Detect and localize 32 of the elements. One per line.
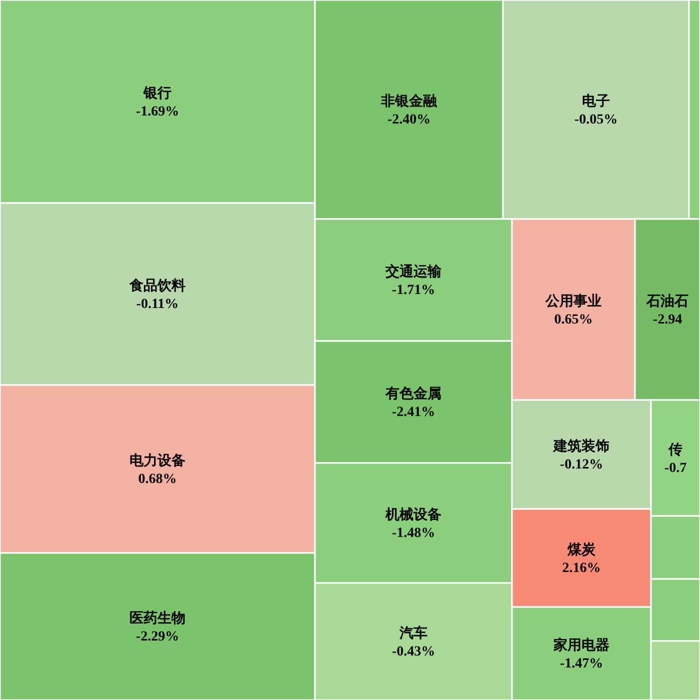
category-label: 交通运输 [384,263,442,280]
data-label: -0.7 [664,461,687,476]
category-label: 银行 [142,86,172,102]
category-label: 食品饮料 [128,278,186,294]
data-label: -1.48% [392,526,436,541]
category-label: 传 [668,442,682,458]
data-label: 0.65% [554,312,593,328]
data-label: -2.94 [652,312,682,328]
data-label: -1.71% [392,283,436,298]
data-label: -1.47% [560,656,604,672]
category-label: 医药生物 [130,610,186,626]
data-label: -0.05% [574,112,618,128]
category-label: 公用事业 [544,294,602,310]
category-label: 电力设备 [130,453,186,469]
data-label: -2.40% [387,112,431,128]
category-label: 电子 [582,94,610,110]
category-label: 非银金融 [380,94,438,110]
data-label: -2.29% [136,630,180,644]
data-label: -0.12% [560,458,604,472]
category-label: 建筑装饰 [552,438,610,454]
data-label: -0.11% [136,297,179,312]
data-label: -2.41% [392,405,436,420]
data-label: -0.43% [392,644,436,660]
category-label: 煤炭 [566,542,596,558]
data-label: -1.69% [136,104,180,120]
category-label: 家用电器 [552,636,610,654]
category-label: 汽车 [398,624,428,642]
category-label: 机械设备 [384,507,442,523]
data-label: 0.68% [138,472,177,487]
category-label: 石油石 [646,294,688,310]
category-label: 有色金属 [384,386,442,402]
data-label: 2.16% [562,561,601,576]
